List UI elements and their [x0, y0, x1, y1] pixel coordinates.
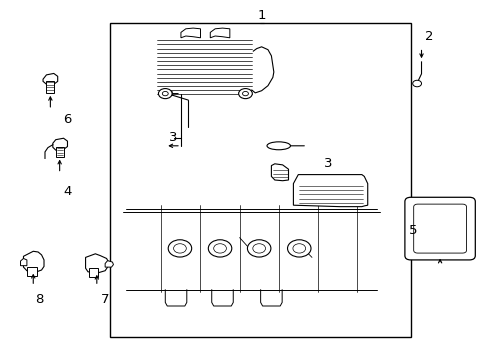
Polygon shape [210, 28, 229, 38]
Text: 4: 4 [63, 185, 72, 198]
Circle shape [162, 91, 168, 96]
Polygon shape [20, 258, 27, 266]
Polygon shape [271, 164, 288, 181]
Polygon shape [23, 251, 44, 272]
Polygon shape [53, 138, 67, 150]
Circle shape [158, 89, 172, 99]
Bar [110, 23, 410, 337]
Text: 1: 1 [257, 9, 265, 22]
Circle shape [208, 240, 231, 257]
Circle shape [287, 240, 310, 257]
Text: 5: 5 [408, 224, 417, 237]
Polygon shape [89, 268, 98, 277]
Circle shape [247, 240, 270, 257]
Circle shape [168, 240, 191, 257]
Polygon shape [56, 147, 63, 157]
Polygon shape [43, 73, 58, 84]
Circle shape [252, 244, 265, 253]
Polygon shape [85, 254, 108, 273]
Polygon shape [121, 205, 382, 293]
Circle shape [242, 91, 248, 96]
Ellipse shape [266, 142, 290, 150]
Text: 2: 2 [424, 30, 432, 42]
Polygon shape [156, 38, 253, 97]
Text: 3: 3 [324, 157, 332, 170]
Polygon shape [293, 175, 367, 207]
Text: 7: 7 [101, 293, 109, 306]
Text: 8: 8 [35, 293, 43, 306]
Circle shape [238, 89, 252, 99]
Polygon shape [46, 81, 54, 93]
FancyBboxPatch shape [404, 197, 474, 260]
Circle shape [412, 80, 421, 87]
Circle shape [173, 244, 186, 253]
Polygon shape [181, 28, 200, 38]
Circle shape [292, 244, 305, 253]
Text: 3: 3 [169, 131, 178, 144]
Text: 6: 6 [63, 113, 72, 126]
FancyBboxPatch shape [413, 204, 466, 253]
Circle shape [213, 244, 226, 253]
Polygon shape [105, 261, 113, 267]
Polygon shape [27, 267, 37, 276]
